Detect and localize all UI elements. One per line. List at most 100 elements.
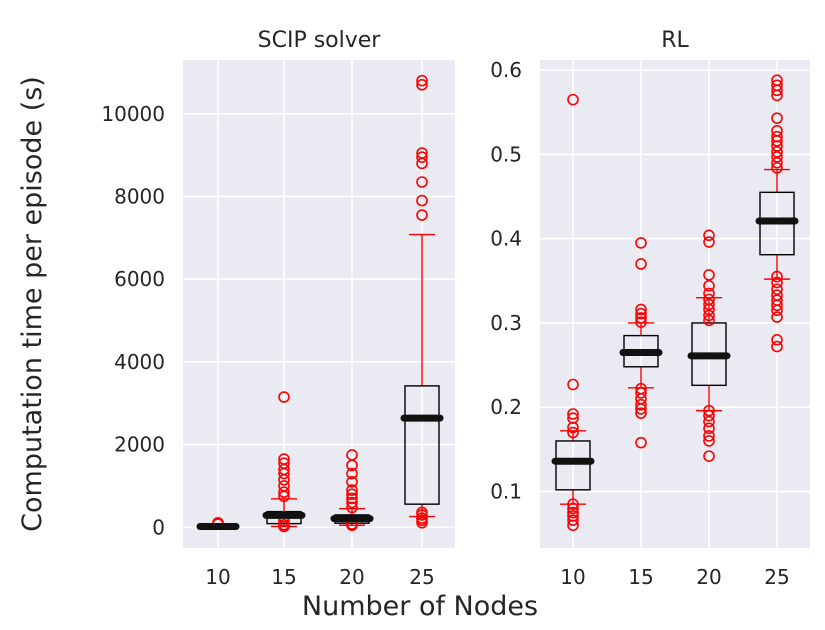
- rl-x-tick-label: 15: [628, 565, 653, 589]
- rl-flier-point: [635, 237, 647, 249]
- scip-flier-point: [416, 79, 428, 91]
- rl-flier-point: [703, 287, 715, 300]
- rl-flier-point: [635, 387, 647, 399]
- scip-flier-point: [346, 501, 358, 514]
- rl-flier-point: [771, 294, 783, 307]
- rl-y-tick-label: 0.6: [490, 58, 522, 82]
- scip-x-tick-label: 10: [205, 565, 230, 589]
- rl-flier-point: [771, 151, 783, 163]
- rl-flier-point: [567, 514, 579, 526]
- scip-flier-point: [416, 512, 428, 525]
- rl-flier-point: [703, 430, 715, 442]
- scip-y-tick-label: 10000: [101, 102, 165, 126]
- scip-flier-point: [346, 496, 358, 509]
- scip-y-ticks: 0 2000 4000 6000 8000 10000: [101, 102, 165, 540]
- rl-flier-point: [635, 436, 647, 449]
- rl-flier-point: [567, 502, 579, 515]
- rl-flier-point: [567, 408, 579, 420]
- rl-flier-point: [703, 422, 715, 435]
- rl-flier-point: [703, 236, 715, 248]
- rl-flier-point: [771, 340, 783, 353]
- scip-flier-point: [416, 151, 428, 163]
- scip-y-tick-label: 6000: [114, 267, 165, 291]
- rl-y-tick-label: 0.5: [490, 142, 522, 166]
- scip-flier-point: [346, 484, 358, 496]
- rl-flier-point: [771, 124, 783, 137]
- scip-flier-point: [278, 453, 290, 465]
- rl-flier-point: [635, 398, 647, 411]
- x-axis-label: Number of Nodes: [302, 591, 538, 622]
- scip-flier-point: [346, 492, 358, 505]
- scip-flier-point: [346, 467, 358, 480]
- rl-flier-point: [703, 404, 715, 417]
- scip-boxes: [196, 74, 444, 533]
- rl-flier-point: [771, 157, 783, 169]
- rl-flier-point: [703, 435, 715, 447]
- rl-flier-point: [771, 146, 783, 158]
- rl-flier-point: [635, 258, 647, 270]
- scip-flier-point: [416, 209, 428, 221]
- rl-flier-point: [567, 506, 579, 519]
- rl-box: [555, 440, 591, 491]
- scip-flier-point: [278, 457, 290, 470]
- rl-flier-point: [567, 426, 579, 439]
- scip-y-tick-label: 0: [152, 515, 165, 539]
- scip-flier-point: [278, 486, 290, 498]
- scip-flier-point: [346, 449, 358, 461]
- rl-flier-point: [635, 382, 647, 395]
- rl-panel: 0.1 0.2 0.3 0.4 0.5 0.6 10 15 20 25 RL: [490, 28, 810, 589]
- scip-y-tick-label: 4000: [114, 350, 165, 374]
- rl-flier-point: [567, 378, 579, 391]
- scip-plot-background: [183, 60, 455, 548]
- rl-flier-point: [771, 74, 783, 87]
- y-axis-label: Computation time per episode (s): [17, 76, 48, 532]
- rl-flier-point: [567, 412, 579, 425]
- rl-flier-point: [771, 283, 783, 296]
- scip-flier-point: [346, 488, 358, 501]
- rl-flier-point: [703, 298, 715, 311]
- rl-flier-point: [703, 450, 715, 462]
- rl-flier-point: [771, 289, 783, 301]
- rl-x-ticks: 10 15 20 25: [560, 565, 789, 589]
- scip-flier-point: [346, 476, 358, 488]
- rl-x-tick-label: 25: [764, 565, 789, 589]
- rl-flier-point: [703, 269, 715, 281]
- scip-x-tick-label: 20: [339, 565, 364, 589]
- rl-flier-point: [771, 130, 783, 143]
- rl-flier-point: [567, 510, 579, 522]
- rl-flier-point: [635, 316, 647, 328]
- scip-flier-point: [416, 194, 428, 207]
- scip-flier-point: [416, 506, 428, 519]
- rl-y-tick-label: 0.3: [490, 311, 522, 335]
- rl-flier-point: [771, 79, 783, 92]
- rl-flier-point: [567, 93, 579, 106]
- scip-flier-point: [278, 519, 290, 531]
- rl-flier-point: [635, 407, 647, 419]
- rl-flier-point: [771, 276, 783, 289]
- rl-flier-point: [703, 314, 715, 327]
- rl-y-ticks: 0.1 0.2 0.3 0.4 0.5 0.6: [490, 58, 522, 503]
- rl-flier-point: [635, 307, 647, 320]
- rl-flier-point: [703, 280, 715, 292]
- scip-panel-title: SCIP solver: [258, 28, 382, 53]
- scip-flier-point: [416, 147, 428, 159]
- rl-y-tick-label: 0.2: [490, 395, 522, 419]
- scip-x-tick-label: 25: [409, 565, 434, 589]
- scip-solver-panel: 0 2000 4000 6000 8000 10000 10 15 20 25 SCIP sol…: [101, 28, 455, 589]
- rl-flier-point: [771, 162, 783, 174]
- rl-flier-point: [703, 293, 715, 306]
- rl-flier-point: [567, 498, 579, 510]
- rl-plot-background: [540, 60, 810, 548]
- rl-boxes: [551, 74, 799, 532]
- scip-y-tick-label: 8000: [114, 184, 165, 208]
- scip-x-tick-label: 15: [271, 565, 296, 589]
- rl-flier-point: [635, 312, 647, 324]
- rl-flier-point: [771, 270, 783, 283]
- scip-x-ticks: 10 15 20 25: [205, 565, 434, 589]
- scip-flier-point: [278, 391, 290, 403]
- scip-flier-point: [278, 480, 290, 492]
- rl-flier-point: [703, 415, 715, 428]
- rl-flier-point: [771, 112, 783, 124]
- rl-flier-point: [771, 334, 783, 346]
